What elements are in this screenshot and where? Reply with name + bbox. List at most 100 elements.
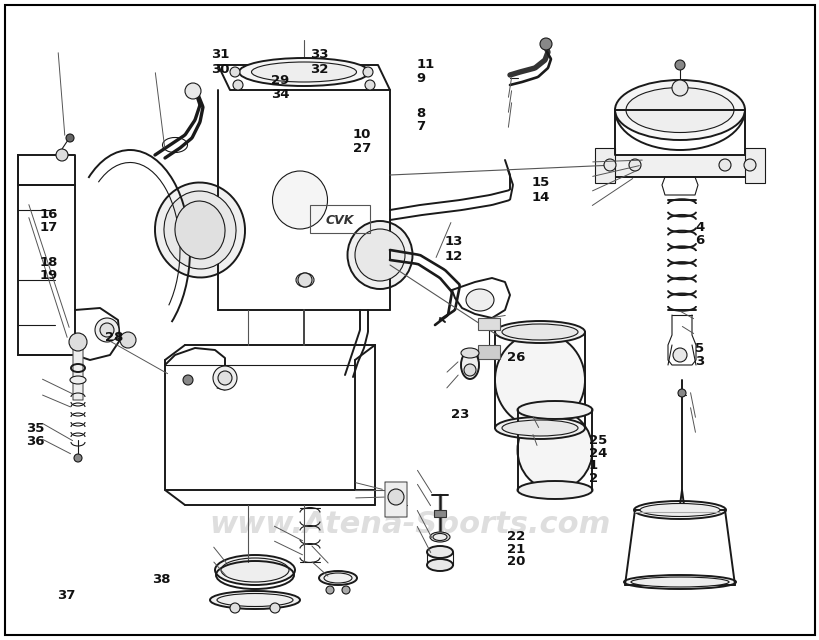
Ellipse shape: [495, 417, 584, 439]
Text: 4: 4: [695, 221, 704, 234]
Circle shape: [677, 389, 686, 397]
Text: 3: 3: [695, 355, 704, 368]
Text: 11: 11: [416, 58, 434, 70]
Text: 26: 26: [506, 351, 524, 364]
Ellipse shape: [625, 88, 733, 132]
Ellipse shape: [465, 289, 493, 311]
Circle shape: [269, 603, 279, 613]
Circle shape: [183, 375, 192, 385]
Text: 6: 6: [695, 234, 704, 246]
Text: 5: 5: [695, 342, 704, 355]
Text: 1: 1: [588, 460, 597, 472]
Text: 29: 29: [270, 74, 288, 86]
Ellipse shape: [460, 348, 478, 358]
Circle shape: [604, 159, 615, 171]
Circle shape: [233, 80, 242, 90]
Circle shape: [464, 364, 475, 376]
FancyBboxPatch shape: [744, 148, 764, 183]
Circle shape: [218, 371, 232, 385]
Text: 34: 34: [270, 88, 289, 101]
Ellipse shape: [251, 62, 356, 82]
Text: 19: 19: [39, 269, 57, 282]
Text: 33: 33: [310, 48, 328, 61]
Circle shape: [229, 67, 240, 77]
Text: 32: 32: [310, 63, 328, 76]
Text: 9: 9: [416, 72, 425, 84]
FancyBboxPatch shape: [433, 510, 446, 517]
Text: 17: 17: [39, 221, 57, 234]
Circle shape: [120, 332, 136, 348]
Text: 28: 28: [105, 332, 123, 344]
Ellipse shape: [631, 577, 728, 587]
Ellipse shape: [70, 376, 86, 384]
Ellipse shape: [238, 58, 369, 86]
Text: 7: 7: [416, 120, 425, 133]
Circle shape: [672, 348, 686, 362]
Ellipse shape: [517, 410, 592, 490]
Text: CVK: CVK: [325, 214, 354, 227]
Text: 35: 35: [26, 422, 44, 435]
Ellipse shape: [501, 420, 577, 436]
Circle shape: [229, 603, 240, 613]
Text: www.Atena-Sports.com: www.Atena-Sports.com: [209, 510, 610, 540]
Ellipse shape: [155, 182, 245, 278]
Ellipse shape: [215, 555, 295, 585]
Ellipse shape: [272, 171, 327, 229]
Text: 27: 27: [352, 142, 370, 155]
Circle shape: [672, 80, 687, 96]
Ellipse shape: [347, 221, 412, 289]
Ellipse shape: [427, 559, 452, 571]
Ellipse shape: [495, 333, 584, 428]
Text: 2: 2: [588, 472, 597, 485]
Circle shape: [743, 159, 755, 171]
FancyBboxPatch shape: [600, 155, 759, 177]
Circle shape: [100, 323, 114, 337]
Circle shape: [74, 454, 82, 462]
Circle shape: [56, 149, 68, 161]
Ellipse shape: [639, 504, 719, 516]
Ellipse shape: [432, 534, 446, 541]
FancyBboxPatch shape: [385, 482, 406, 517]
FancyBboxPatch shape: [477, 318, 500, 330]
Text: 36: 36: [26, 435, 45, 448]
Circle shape: [185, 83, 201, 99]
Circle shape: [95, 318, 119, 342]
Ellipse shape: [164, 191, 236, 269]
Text: 21: 21: [506, 543, 524, 556]
Ellipse shape: [614, 80, 744, 140]
Ellipse shape: [623, 575, 735, 589]
Text: 38: 38: [152, 573, 170, 586]
FancyBboxPatch shape: [73, 340, 83, 400]
Circle shape: [674, 60, 684, 70]
Text: 20: 20: [506, 556, 524, 568]
Ellipse shape: [210, 591, 300, 609]
Ellipse shape: [296, 273, 314, 287]
Circle shape: [326, 586, 333, 594]
Circle shape: [718, 159, 730, 171]
Ellipse shape: [517, 401, 592, 419]
Circle shape: [66, 134, 74, 142]
Text: 30: 30: [211, 63, 230, 76]
Text: 16: 16: [39, 208, 57, 221]
Circle shape: [69, 333, 87, 351]
Text: 23: 23: [450, 408, 468, 421]
Text: 24: 24: [588, 447, 606, 460]
Circle shape: [213, 366, 237, 390]
Ellipse shape: [501, 324, 577, 340]
Text: 15: 15: [531, 176, 549, 189]
Text: 37: 37: [57, 589, 75, 602]
FancyBboxPatch shape: [595, 148, 614, 183]
Ellipse shape: [174, 201, 224, 259]
Ellipse shape: [355, 229, 405, 281]
Circle shape: [364, 80, 374, 90]
Ellipse shape: [221, 558, 288, 582]
Text: 10: 10: [352, 128, 370, 141]
Circle shape: [540, 38, 551, 50]
Ellipse shape: [429, 532, 450, 542]
Ellipse shape: [633, 501, 725, 519]
Circle shape: [387, 489, 404, 505]
Circle shape: [297, 273, 311, 287]
Circle shape: [363, 67, 373, 77]
Text: 13: 13: [444, 236, 462, 248]
Ellipse shape: [319, 571, 356, 585]
